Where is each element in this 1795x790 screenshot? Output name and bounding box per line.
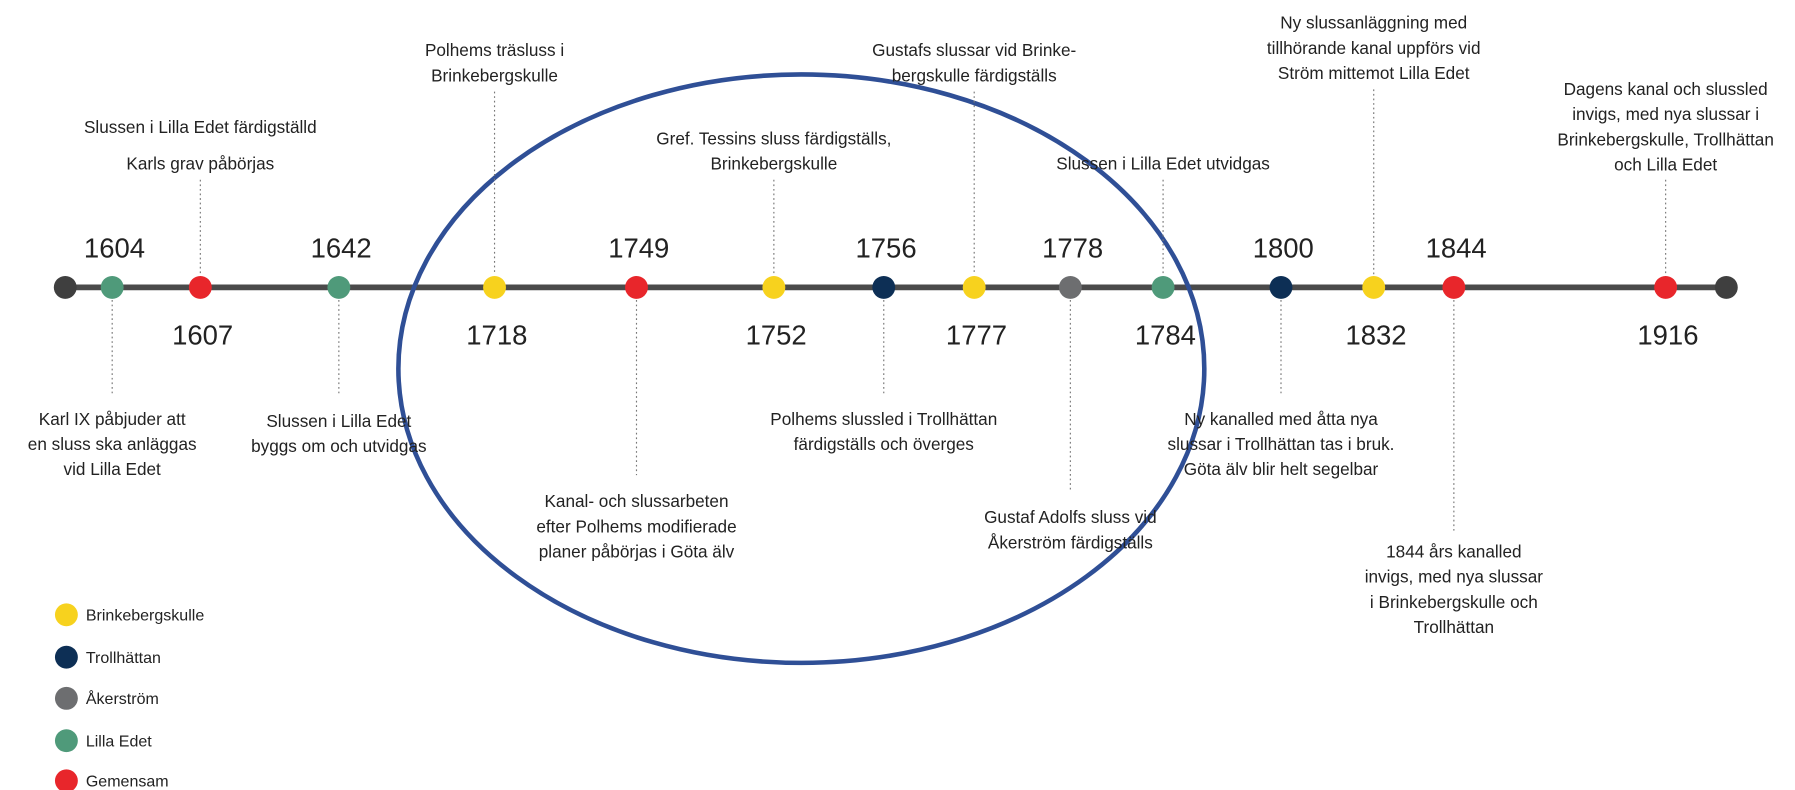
event-label: planer påbörjas i Göta älv bbox=[539, 542, 735, 562]
event-label: Brinkebergskulle bbox=[710, 153, 837, 173]
event-label: byggs om och utvidgas bbox=[251, 436, 426, 456]
legend-swatch bbox=[54, 603, 78, 627]
event-label: Ström mittemot Lilla Edet bbox=[1278, 63, 1470, 83]
event-label: vid Lilla Edet bbox=[64, 459, 162, 479]
event-year: 1800 bbox=[1253, 233, 1314, 264]
event-dot bbox=[1151, 275, 1175, 299]
event-label: tillhörande kanal uppförs vid bbox=[1267, 38, 1481, 58]
event-dot bbox=[872, 275, 896, 299]
event-label: Trollhättan bbox=[1414, 617, 1494, 637]
event-year: 1844 bbox=[1426, 233, 1487, 264]
timeline-start bbox=[53, 275, 77, 299]
event-label: invigs, med nya slussar bbox=[1365, 567, 1544, 587]
event-label: 1844 års kanalled bbox=[1386, 542, 1521, 562]
event-dot bbox=[1269, 275, 1293, 299]
event-label: Ny slussanläggning med bbox=[1280, 13, 1467, 33]
event-label: Slussen i Lilla Edet utvidgas bbox=[1056, 153, 1270, 173]
event-dot bbox=[1058, 275, 1082, 299]
legend-label: Lilla Edet bbox=[86, 732, 152, 750]
event-year: 1752 bbox=[746, 320, 807, 351]
event-label: Slussen i Lilla Edet färdigställd bbox=[84, 117, 317, 137]
event-label: Polhems slussled i Trollhättan bbox=[770, 409, 997, 429]
event-year: 1642 bbox=[311, 233, 372, 264]
event-label: slussar i Trollhättan tas i bruk. bbox=[1168, 434, 1395, 454]
event-year: 1832 bbox=[1345, 320, 1406, 351]
event-dot bbox=[327, 275, 351, 299]
legend-label: Trollhättan bbox=[86, 649, 161, 667]
legend-swatch bbox=[54, 769, 78, 790]
event-label: Ny kanalled med åtta nya bbox=[1184, 409, 1378, 429]
event-year: 1784 bbox=[1135, 320, 1196, 351]
legend-label: Åkerström bbox=[86, 689, 159, 708]
highlight-ellipse bbox=[396, 72, 1207, 666]
event-dot bbox=[188, 275, 212, 299]
legend-swatch bbox=[54, 686, 78, 710]
event-dot bbox=[762, 275, 786, 299]
event-label: i Brinkebergskulle och bbox=[1370, 592, 1538, 612]
event-year: 1718 bbox=[466, 320, 527, 351]
event-label: Gustafs slussar vid Brinke- bbox=[872, 40, 1076, 60]
event-year: 1777 bbox=[946, 320, 1007, 351]
event-dot bbox=[962, 275, 986, 299]
legend-label: Gemensam bbox=[86, 773, 169, 790]
event-label: Brinkebergskulle bbox=[431, 65, 558, 85]
event-label: invigs, med nya slussar i bbox=[1572, 104, 1759, 124]
event-year: 1607 bbox=[172, 320, 233, 351]
event-label: Polhems träsluss i bbox=[425, 40, 564, 60]
event-year: 1756 bbox=[855, 233, 916, 264]
event-dot bbox=[625, 275, 648, 299]
event-dot bbox=[100, 275, 124, 299]
event-label: bergskulle färdigställs bbox=[892, 65, 1057, 85]
timeline-end bbox=[1714, 275, 1738, 299]
event-label: Gref. Tessins sluss färdigställs, bbox=[656, 128, 891, 148]
event-label: Göta älv blir helt segelbar bbox=[1184, 459, 1379, 479]
event-year: 1778 bbox=[1042, 233, 1103, 264]
event-year: 1749 bbox=[608, 233, 669, 264]
event-dot bbox=[1442, 275, 1466, 299]
event-label: en sluss ska anläggas bbox=[28, 434, 197, 454]
event-dot bbox=[1654, 275, 1678, 299]
legend-label: Brinkebergskulle bbox=[86, 607, 204, 625]
event-dot bbox=[483, 275, 506, 299]
event-label: färdigställs och överges bbox=[794, 434, 974, 454]
event-label: Karls grav påbörjas bbox=[126, 153, 274, 173]
event-dot bbox=[1362, 275, 1386, 299]
event-label: Karl IX påbjuder att bbox=[39, 409, 186, 429]
legend-swatch bbox=[54, 645, 78, 669]
event-year: 1604 bbox=[84, 233, 145, 264]
event-label: och Lilla Edet bbox=[1614, 155, 1717, 175]
event-label: efter Polhems modifierade bbox=[536, 516, 736, 536]
event-label: Kanal- och slussarbeten bbox=[544, 491, 728, 511]
event-year: 1916 bbox=[1637, 320, 1698, 351]
event-label: Slussen i Lilla Edet bbox=[266, 411, 411, 431]
legend-swatch bbox=[54, 729, 78, 753]
event-label: Åkerström färdigställs bbox=[988, 532, 1153, 552]
event-label: Brinkebergskulle, Trollhättan bbox=[1557, 129, 1773, 149]
event-label: Dagens kanal och slussled bbox=[1564, 79, 1768, 99]
event-label: Gustaf Adolfs sluss vid bbox=[984, 507, 1157, 527]
